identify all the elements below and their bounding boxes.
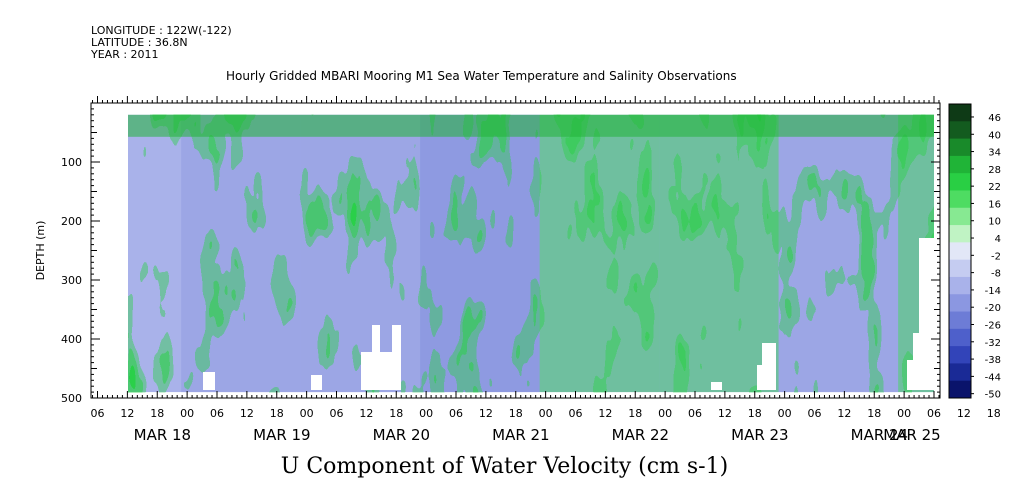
x-day-label: MAR 25	[883, 426, 940, 444]
missing-data-9	[913, 333, 920, 390]
colorbar-swatch	[949, 207, 971, 226]
colorbar-swatch	[949, 346, 971, 364]
x-hour-label: 06	[330, 407, 344, 420]
x-hour-label: 00	[180, 407, 194, 420]
y-tick-label: 300	[61, 274, 82, 287]
colorbar-label: -26	[985, 321, 1001, 332]
x-hour-label: 12	[120, 407, 134, 420]
x-hour-label: 18	[867, 407, 881, 420]
colorbar-label: 34	[988, 148, 1001, 159]
heatmap-field	[128, 114, 934, 393]
colorbar-swatch	[949, 242, 971, 261]
latitude-label: LATITUDE : 36.8N	[91, 36, 188, 49]
heatmap-surface-layer	[128, 114, 934, 137]
colorbar-label: -8	[991, 269, 1001, 280]
x-day-label: MAR 24	[851, 426, 908, 444]
x-hour-label: 18	[628, 407, 642, 420]
x-day-label: MAR 21	[492, 426, 549, 444]
colorbar-label: 28	[988, 165, 1001, 176]
missing-data-3	[203, 372, 215, 390]
colorbar-label: 10	[988, 217, 1001, 228]
missing-data-4	[311, 375, 322, 390]
x-hour-label: 18	[150, 407, 164, 420]
colorbar-swatch	[949, 173, 971, 191]
colorbar-label: 40	[988, 130, 1001, 141]
x-hour-label: 00	[539, 407, 553, 420]
y-tick-label: 400	[61, 333, 82, 346]
colorbar-label: 16	[988, 199, 1001, 210]
x-hour-label: 18	[748, 407, 762, 420]
x-day-label: MAR 22	[612, 426, 669, 444]
x-hour-label: 12	[598, 407, 612, 420]
colorbar-swatch	[949, 104, 971, 122]
colorbar-swatch	[949, 276, 971, 295]
x-hour-label: 00	[419, 407, 433, 420]
y-tick-label: 200	[61, 215, 82, 228]
missing-data-5	[711, 382, 722, 390]
colorbar-swatch	[949, 328, 971, 347]
colorbar-label: 4	[995, 234, 1001, 245]
x-hour-label: 18	[509, 407, 523, 420]
x-day-label: MAR 20	[373, 426, 430, 444]
chart-title: Hourly Gridded MBARI Mooring M1 Sea Wate…	[226, 69, 737, 83]
x-hour-label: 06	[210, 407, 224, 420]
x-hour-label: 12	[718, 407, 732, 420]
y-tick-label: 500	[61, 392, 82, 405]
y-tick-label: 100	[61, 156, 82, 169]
colorbar-label: 46	[988, 113, 1001, 124]
colorbar-swatch	[949, 259, 971, 278]
x-day-label: MAR 19	[253, 426, 310, 444]
colorbar-label: 22	[988, 182, 1001, 193]
x-hour-label: 00	[300, 407, 314, 420]
longitude-label: LONGITUDE : 122W(-122)	[91, 24, 232, 37]
x-hour-label: 12	[240, 407, 254, 420]
missing-data-7	[762, 343, 776, 390]
x-hour-label: 06	[688, 407, 702, 420]
colorbar-label: -32	[985, 338, 1001, 349]
x-hour-label: 12	[837, 407, 851, 420]
colorbar-swatch	[949, 155, 971, 174]
colorbar-label: -2	[991, 251, 1001, 262]
colorbar-swatch	[949, 363, 971, 382]
colorbar-swatch	[949, 190, 971, 209]
x-hour-label: 06	[569, 407, 583, 420]
x-hour-label: 18	[987, 407, 1001, 420]
colorbar-swatch	[949, 121, 971, 140]
missing-data-8	[907, 360, 916, 390]
colorbar-label: -44	[985, 372, 1001, 383]
x-hour-label: 12	[359, 407, 373, 420]
x-hour-label: 06	[927, 407, 941, 420]
colorbar-swatch	[949, 380, 971, 399]
x-hour-label: 00	[897, 407, 911, 420]
colorbar-swatch	[949, 225, 971, 243]
colorbar-swatch	[949, 138, 971, 157]
x-day-label: MAR 23	[731, 426, 788, 444]
y-axis-label: DEPTH (m)	[34, 221, 47, 281]
x-hour-label: 18	[389, 407, 403, 420]
year-label: YEAR : 2011	[91, 48, 159, 61]
colorbar-swatch	[949, 311, 971, 330]
colorbar-label: -38	[985, 355, 1001, 366]
x-hour-label: 00	[658, 407, 672, 420]
missing-data-2	[392, 325, 401, 390]
colorbar-frame	[948, 103, 972, 399]
missing-data-10	[919, 238, 934, 390]
x-hour-label: 06	[91, 407, 105, 420]
colorbar-label: -50	[985, 390, 1001, 401]
x-day-label: MAR 18	[134, 426, 191, 444]
x-axis-label: U Component of Water Velocity (cm s-1)	[280, 454, 729, 479]
colorbar-label: -20	[985, 303, 1001, 314]
colorbar-label: -14	[985, 286, 1001, 297]
x-hour-label: 06	[449, 407, 463, 420]
x-hour-label: 18	[270, 407, 284, 420]
x-hour-label: 12	[957, 407, 971, 420]
x-hour-label: 06	[808, 407, 822, 420]
missing-data-1	[372, 325, 380, 390]
x-hour-label: 12	[479, 407, 493, 420]
colorbar-swatch	[949, 294, 971, 313]
x-hour-label: 00	[778, 407, 792, 420]
